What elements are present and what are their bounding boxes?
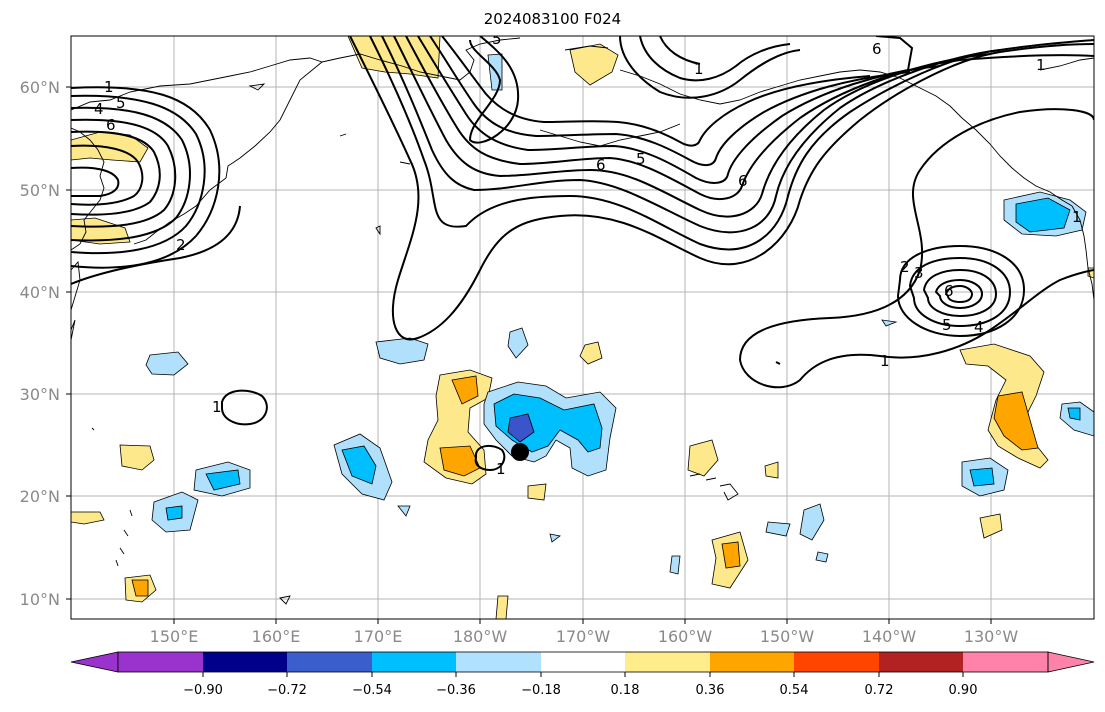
lat-label: 60°N <box>20 78 60 97</box>
colorbar-extend-low <box>70 651 119 673</box>
colorbar-segment <box>372 652 456 672</box>
lon-label: 150°E <box>150 627 199 646</box>
contour-label: 5 <box>492 30 502 48</box>
lon-label: 170°E <box>354 627 403 646</box>
map-title: 2024083100 F024 <box>483 10 622 28</box>
colorbar-label: −0.54 <box>352 683 392 698</box>
contour-label: 1 <box>694 60 704 78</box>
contour-label: 5 <box>636 150 646 168</box>
lat-label: 40°N <box>20 283 60 302</box>
contour-label: 6 <box>106 116 116 134</box>
colorbar-segment <box>794 652 879 672</box>
colorbar-segment <box>203 652 287 672</box>
colorbar-segment <box>963 652 1048 672</box>
colorbar-extend-high <box>1047 651 1095 673</box>
lon-label: 170°W <box>556 627 611 646</box>
contour-label: 1 <box>1036 56 1046 74</box>
lat-label: 20°N <box>20 487 60 506</box>
contour-label: 1 <box>212 398 222 416</box>
lon-label: 150°W <box>760 627 815 646</box>
lon-label: 130°W <box>964 627 1019 646</box>
colorbar-label: −0.72 <box>267 683 307 698</box>
colorbar-label: 0.90 <box>949 683 978 698</box>
contour-label: 1 <box>1072 208 1082 226</box>
contour-label: 2 <box>176 236 186 254</box>
colorbar-segment <box>710 652 794 672</box>
colorbar-segment <box>879 652 963 672</box>
axis-ticks <box>66 86 992 624</box>
colorbar-label: 0.72 <box>865 683 894 698</box>
contour-label: 1 <box>496 460 506 478</box>
contour-label: 5 <box>942 316 952 334</box>
contour-label: 4 <box>94 100 104 118</box>
colorbar-frame <box>117 651 1049 673</box>
contour-label: 6 <box>944 282 954 300</box>
contour-label: 3 <box>914 264 924 282</box>
colorbar-segment <box>118 652 203 672</box>
latitude-labels: 60°N 50°N 40°N 30°N 20°N 10°N <box>20 78 60 609</box>
colorbar-segment <box>541 652 625 672</box>
contour-label: 6 <box>738 172 748 190</box>
colorbar-label: −0.18 <box>521 683 561 698</box>
colorbar-label: 0.36 <box>696 683 725 698</box>
lon-label: 160°W <box>658 627 713 646</box>
colorbar: −0.90 −0.72 −0.54 −0.36 −0.18 0.18 0.36 … <box>70 651 1095 698</box>
colorbar-segment <box>287 652 372 672</box>
contour-label: 1 <box>880 352 890 370</box>
contour-label: 2 <box>900 258 910 276</box>
colorbar-segment <box>625 652 710 672</box>
lat-label: 50°N <box>20 181 60 200</box>
lon-label: 140°W <box>862 627 917 646</box>
contour-label: 6 <box>872 40 882 58</box>
colorbar-segment <box>456 652 541 672</box>
contours <box>71 36 1094 472</box>
lon-label: 160°E <box>252 627 301 646</box>
colorbar-label: 0.54 <box>780 683 809 698</box>
contour-label: 5 <box>116 94 126 112</box>
gridlines <box>71 36 1094 619</box>
lat-label: 10°N <box>20 590 60 609</box>
longitude-labels: 150°E 160°E 170°E 180°W 170°W 160°W 150°… <box>150 627 1019 646</box>
colorbar-label: −0.36 <box>436 683 476 698</box>
colorbar-label: −0.90 <box>183 683 223 698</box>
contour-label: 1 <box>104 78 114 96</box>
storm-position-marker <box>511 443 529 461</box>
lat-label: 30°N <box>20 385 60 404</box>
contour-label: 4 <box>974 318 984 336</box>
lon-label: 180°W <box>453 627 508 646</box>
contour-labels: 1 2 4 5 6 1 6 5 6 5 6 1 1 2 3 6 5 4 1 1 … <box>94 30 1082 478</box>
contour-label: 6 <box>596 156 606 174</box>
colorbar-label: 0.18 <box>611 683 640 698</box>
